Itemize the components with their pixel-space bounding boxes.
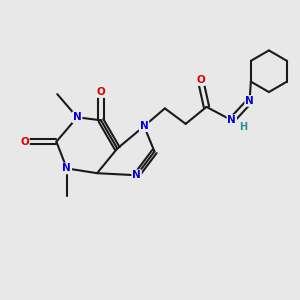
Text: N: N	[140, 121, 148, 131]
Text: N: N	[62, 164, 71, 173]
Text: H: H	[239, 122, 247, 132]
Text: N: N	[227, 115, 236, 125]
Text: N: N	[245, 96, 254, 106]
Text: N: N	[132, 170, 141, 180]
Text: O: O	[196, 75, 205, 85]
Text: O: O	[20, 137, 29, 147]
Text: N: N	[73, 112, 82, 122]
Text: O: O	[97, 87, 105, 97]
